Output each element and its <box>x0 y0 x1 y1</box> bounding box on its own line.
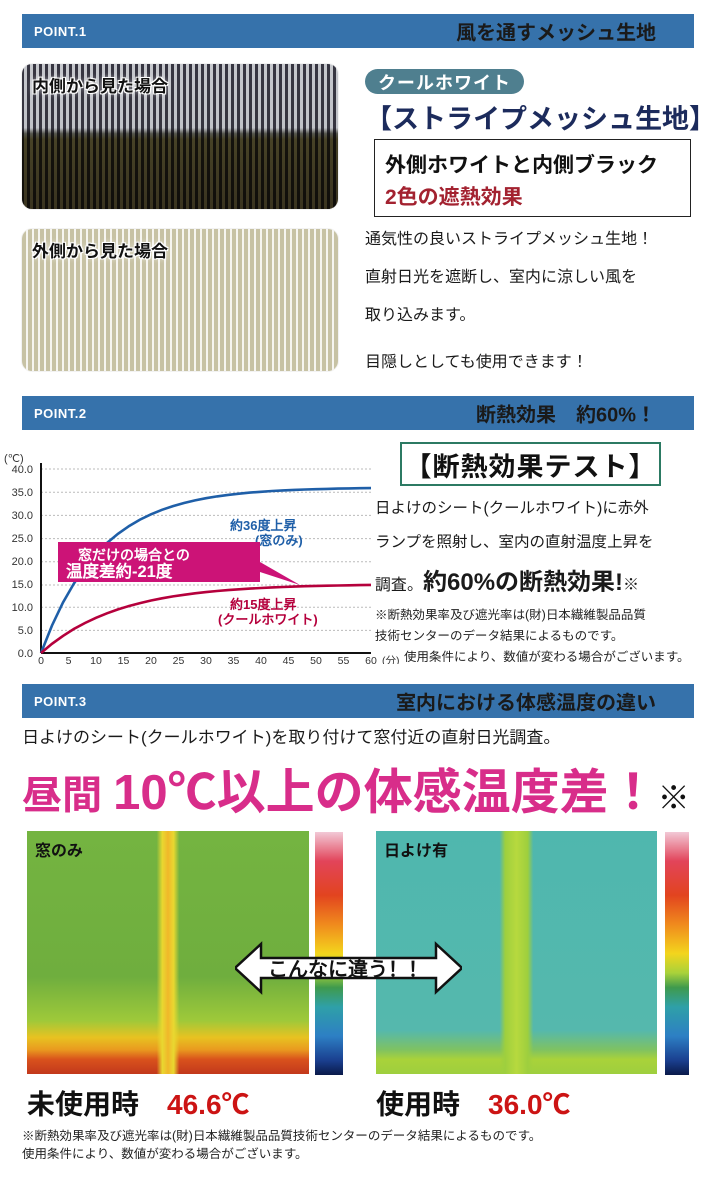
svg-text:(分): (分) <box>382 655 400 664</box>
svg-text:40: 40 <box>255 655 267 664</box>
svg-text:25.0: 25.0 <box>12 533 33 545</box>
svg-text:15.0: 15.0 <box>12 579 33 591</box>
svg-text:約36度上昇: 約36度上昇 <box>230 518 296 533</box>
svg-text:50: 50 <box>310 655 322 664</box>
svg-text:55: 55 <box>338 655 350 664</box>
svg-text:25: 25 <box>173 655 185 664</box>
svg-text:温度差約-21度: 温度差約-21度 <box>66 561 173 581</box>
svg-text:こんなに違う！！: こんなに違う！！ <box>268 957 428 981</box>
svg-text:45: 45 <box>283 655 295 664</box>
svg-text:(クールホワイト): (クールホワイト) <box>218 612 318 627</box>
svg-text:30: 30 <box>200 655 212 664</box>
svg-text:35: 35 <box>228 655 240 664</box>
svg-text:0: 0 <box>38 655 44 664</box>
svg-text:20: 20 <box>145 655 157 664</box>
svg-text:40.0: 40.0 <box>12 464 33 476</box>
svg-text:5: 5 <box>66 655 72 664</box>
svg-text:約15度上昇: 約15度上昇 <box>230 597 296 612</box>
svg-text:60: 60 <box>365 655 377 664</box>
svg-text:窓だけの場合との: 窓だけの場合との <box>78 547 190 563</box>
svg-text:5.0: 5.0 <box>18 625 33 637</box>
svg-text:10: 10 <box>90 655 102 664</box>
svg-text:(窓のみ): (窓のみ) <box>255 533 303 548</box>
svg-text:30.0: 30.0 <box>12 510 33 522</box>
svg-text:20.0: 20.0 <box>12 556 33 568</box>
svg-text:10.0: 10.0 <box>12 602 33 614</box>
svg-text:15: 15 <box>118 655 130 664</box>
svg-text:0.0: 0.0 <box>18 648 33 660</box>
svg-text:35.0: 35.0 <box>12 487 33 499</box>
